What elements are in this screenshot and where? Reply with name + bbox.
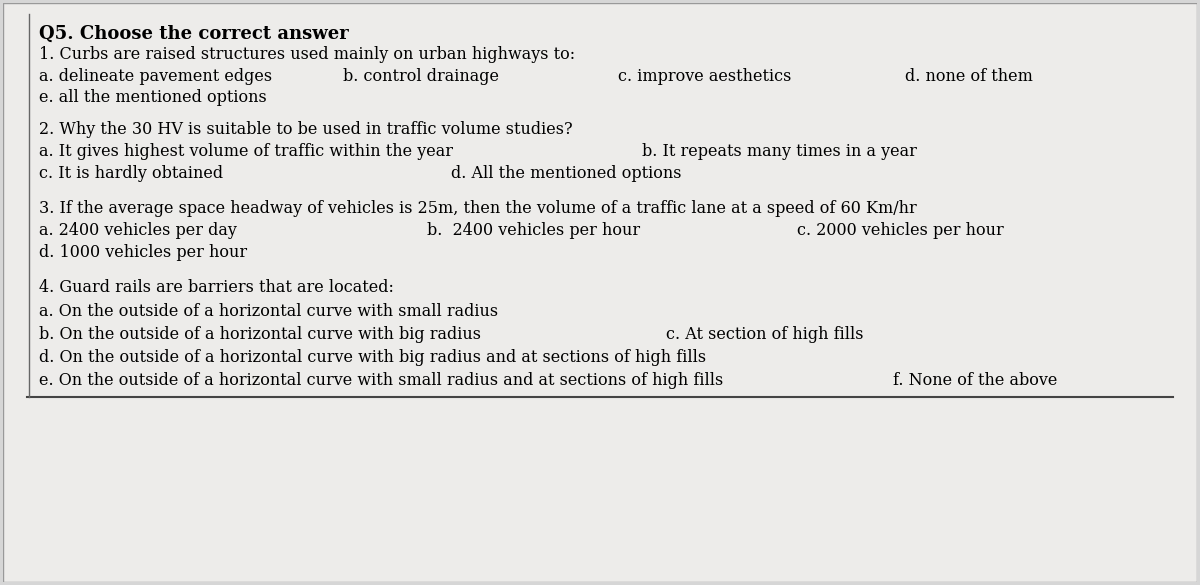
Text: e. On the outside of a horizontal curve with small radius and at sections of hig: e. On the outside of a horizontal curve … [38, 373, 722, 390]
Text: a. delineate pavement edges: a. delineate pavement edges [38, 68, 271, 85]
Text: e. all the mentioned options: e. all the mentioned options [38, 88, 266, 105]
Text: f. None of the above: f. None of the above [893, 373, 1057, 390]
Text: 2. Why the 30 HV is suitable to be used in traffic volume studies?: 2. Why the 30 HV is suitable to be used … [38, 121, 572, 138]
Text: b. control drainage: b. control drainage [343, 68, 499, 85]
Text: 3. If the average space headway of vehicles is 25m, then the volume of a traffic: 3. If the average space headway of vehic… [38, 200, 917, 217]
Text: a. It gives highest volume of traffic within the year: a. It gives highest volume of traffic wi… [38, 143, 452, 160]
Text: c. 2000 vehicles per hour: c. 2000 vehicles per hour [797, 222, 1004, 239]
Text: b. It repeats many times in a year: b. It repeats many times in a year [642, 143, 917, 160]
Text: 4. Guard rails are barriers that are located:: 4. Guard rails are barriers that are loc… [38, 278, 394, 295]
Text: a. 2400 vehicles per day: a. 2400 vehicles per day [38, 222, 236, 239]
Text: a. On the outside of a horizontal curve with small radius: a. On the outside of a horizontal curve … [38, 303, 498, 320]
FancyBboxPatch shape [2, 3, 1198, 582]
Text: d. On the outside of a horizontal curve with big radius and at sections of high : d. On the outside of a horizontal curve … [38, 349, 706, 366]
Text: d. 1000 vehicles per hour: d. 1000 vehicles per hour [38, 244, 247, 261]
Text: b. On the outside of a horizontal curve with big radius: b. On the outside of a horizontal curve … [38, 326, 481, 343]
Text: Q5. Choose the correct answer: Q5. Choose the correct answer [38, 25, 348, 43]
Text: d. All the mentioned options: d. All the mentioned options [451, 165, 682, 182]
Text: d. none of them: d. none of them [905, 68, 1032, 85]
Text: 1. Curbs are raised structures used mainly on urban highways to:: 1. Curbs are raised structures used main… [38, 46, 575, 63]
Text: c. At section of high fills: c. At section of high fills [666, 326, 863, 343]
Text: c. improve aesthetics: c. improve aesthetics [618, 68, 791, 85]
Text: b.  2400 vehicles per hour: b. 2400 vehicles per hour [427, 222, 640, 239]
Text: c. It is hardly obtained: c. It is hardly obtained [38, 165, 223, 182]
